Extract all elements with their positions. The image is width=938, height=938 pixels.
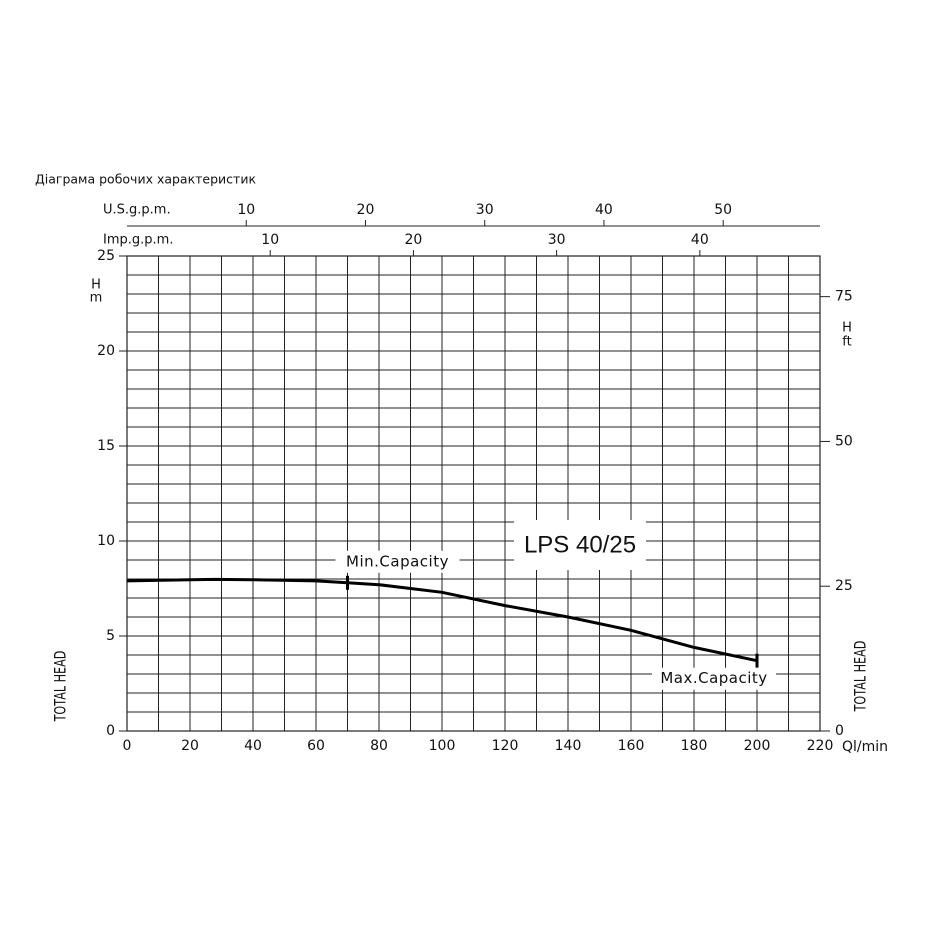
y2-tick-label: 75 xyxy=(835,289,853,305)
top-tick-label: 30 xyxy=(548,232,566,248)
y-axis-unit: m xyxy=(90,291,103,306)
annotation: Min.Capacity xyxy=(346,552,449,570)
curve xyxy=(126,577,758,663)
y2-tick-label: 50 xyxy=(835,433,853,449)
y2-tick-label: 0 xyxy=(835,723,844,739)
top-tick-label: 10 xyxy=(261,232,279,248)
y-tick-label: 20 xyxy=(97,343,115,359)
annotation: Max.Capacity xyxy=(660,669,767,687)
top-axis-label: U.S.g.p.m. xyxy=(103,203,171,218)
y-tick-label: 25 xyxy=(97,248,115,264)
x-tick-label: 100 xyxy=(429,738,456,754)
top-tick-label: 40 xyxy=(691,232,709,248)
x-tick-label: 140 xyxy=(555,738,582,754)
top-tick-label: 40 xyxy=(595,202,613,218)
y-axis-label: H xyxy=(91,278,101,293)
y-tick-label: 15 xyxy=(97,438,115,454)
annotation-box xyxy=(652,667,776,690)
side-label: TOTAL HEAD xyxy=(852,641,871,713)
y2-axis-unit: ft xyxy=(842,335,851,350)
y-tick-label: 10 xyxy=(97,533,115,549)
x-tick-label: 0 xyxy=(123,738,132,754)
label-box xyxy=(514,520,646,570)
x-tick-label: 200 xyxy=(744,738,771,754)
x-tick-label: 160 xyxy=(618,738,645,754)
y2-tick-label: 25 xyxy=(835,578,853,594)
x-tick-label: 80 xyxy=(370,738,388,754)
plot-frame xyxy=(126,255,821,732)
y-tick-label: 5 xyxy=(106,628,115,644)
x-axis-label: Ql/min xyxy=(842,739,888,755)
side-label: TOTAL HEAD xyxy=(52,651,71,723)
x-tick-label: 20 xyxy=(181,738,199,754)
chart-title: Діаграма робочих характеристик xyxy=(35,172,256,187)
annotation-box xyxy=(335,550,460,573)
top-tick-label: 50 xyxy=(714,202,732,218)
x-tick-label: 40 xyxy=(244,738,262,754)
y-tick-label: 0 xyxy=(106,723,115,739)
y2-axis-label: H xyxy=(842,321,852,336)
top-tick-label: 20 xyxy=(357,202,375,218)
top-tick-label: 20 xyxy=(405,232,423,248)
x-tick-label: 60 xyxy=(307,738,325,754)
top-tick-label: 30 xyxy=(476,202,494,218)
x-tick-label: 120 xyxy=(492,738,519,754)
x-tick-label: 180 xyxy=(681,738,708,754)
model-label: LPS 40/25 xyxy=(524,531,636,558)
top-axis-label: Imp.g.p.m. xyxy=(103,233,173,248)
x-tick-label: 220 xyxy=(807,738,834,754)
top-tick-label: 10 xyxy=(237,202,255,218)
